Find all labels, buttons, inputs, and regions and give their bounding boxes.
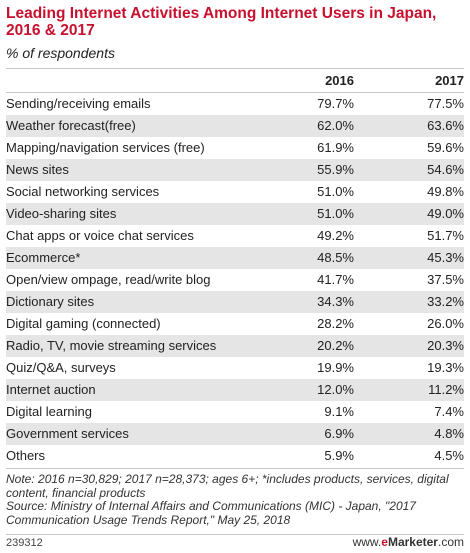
row-label: Digital gaming (connected) [6, 316, 161, 331]
table-bottom-rule [6, 468, 464, 469]
row-value-2016: 55.9% [317, 162, 354, 177]
table-row: Chat apps or voice chat services 49.2% 51.… [6, 225, 464, 247]
row-value-2017: 45.3% [427, 250, 464, 265]
row-value-2016: 51.0% [317, 184, 354, 199]
row-label: Others [6, 448, 46, 463]
row-value-2017: 54.6% [427, 162, 464, 177]
row-label: Ecommerce* [6, 250, 81, 265]
table-row: Social networking services 51.0% 49.8% [6, 181, 464, 203]
row-value-2017: 20.3% [427, 338, 464, 353]
row-value-2017: 26.0% [427, 316, 464, 331]
row-value-2016: 12.0% [317, 382, 354, 397]
chart-id: 239312 [6, 537, 43, 549]
table-header: 2016 2017 [6, 68, 464, 92]
row-value-2016: 28.2% [317, 316, 354, 331]
row-value-2016: 5.9% [324, 448, 354, 463]
row-value-2017: 33.2% [427, 294, 464, 309]
column-header-2017: 2017 [435, 73, 464, 88]
row-label: Digital learning [6, 404, 92, 419]
table-body: Sending/receiving emails 79.7% 77.5% Weathe… [6, 93, 464, 467]
table-row: Open/view ompage, read/write blog 41.7% 37… [6, 269, 464, 291]
row-label: Internet auction [6, 382, 96, 397]
row-value-2016: 79.7% [317, 96, 354, 111]
row-value-2017: 4.5% [434, 448, 464, 463]
chart-subtitle: % of respondents [6, 45, 115, 61]
brand-name: Marketer [387, 535, 438, 549]
row-value-2017: 63.6% [427, 118, 464, 133]
note-text: Note: 2016 n=30,829; 2017 n=28,373; ages… [6, 472, 449, 500]
row-value-2017: 19.3% [427, 360, 464, 375]
table-row: Mapping/navigation services (free) 61.9% 5… [6, 137, 464, 159]
row-value-2016: 6.9% [324, 426, 354, 441]
row-label: News sites [6, 162, 69, 177]
header-top-rule [6, 68, 464, 69]
web-suffix: .com [437, 535, 464, 549]
footer-rule [6, 534, 464, 535]
footer: 239312 www.eMarketer.com [6, 535, 464, 551]
web-prefix: www. [352, 535, 382, 549]
table-row: Dictionary sites 34.3% 33.2% [6, 291, 464, 313]
table-row: Weather forecast(free) 62.0% 63.6% [6, 115, 464, 137]
row-value-2016: 19.9% [317, 360, 354, 375]
row-value-2016: 20.2% [317, 338, 354, 353]
row-value-2016: 62.0% [317, 118, 354, 133]
row-value-2017: 11.2% [428, 382, 464, 397]
table-row: News sites 55.9% 54.6% [6, 159, 464, 181]
row-label: Government services [6, 426, 129, 441]
table-row: Government services 6.9% 4.8% [6, 423, 464, 445]
table-row: Digital gaming (connected) 28.2% 26.0% [6, 313, 464, 335]
table-row: Digital learning 9.1% 7.4% [6, 401, 464, 423]
table-row: Radio, TV, movie streaming services 20.2%… [6, 335, 464, 357]
row-label: Chat apps or voice chat services [6, 228, 194, 243]
row-value-2016: 61.9% [317, 140, 354, 155]
column-header-2016: 2016 [325, 73, 354, 88]
row-value-2017: 37.5% [427, 272, 464, 287]
row-value-2017: 4.8% [434, 426, 464, 441]
row-value-2016: 48.5% [317, 250, 354, 265]
row-label: Dictionary sites [6, 294, 95, 309]
row-label: Sending/receiving emails [6, 96, 151, 111]
row-value-2017: 49.8% [427, 184, 464, 199]
brand-e: e [381, 535, 388, 549]
row-value-2016: 34.3% [317, 294, 354, 309]
row-label: Mapping/navigation services (free) [6, 140, 205, 155]
row-value-2016: 51.0% [317, 206, 354, 221]
row-label: Open/view ompage, read/write blog [6, 272, 211, 287]
table-row: Quiz/Q&A, surveys 19.9% 19.3% [6, 357, 464, 379]
table-row: Ecommerce* 48.5% 45.3% [6, 247, 464, 269]
row-value-2016: 9.1% [324, 404, 354, 419]
row-value-2017: 7.4% [434, 404, 464, 419]
row-value-2016: 49.2% [317, 228, 354, 243]
row-value-2017: 51.7% [427, 228, 464, 243]
row-label: Video-sharing sites [6, 206, 117, 221]
table-row: Others 5.9% 4.5% [6, 445, 464, 467]
row-label: Radio, TV, movie streaming services [6, 338, 217, 353]
table-row: Sending/receiving emails 79.7% 77.5% [6, 93, 464, 115]
row-value-2017: 49.0% [427, 206, 464, 221]
header-bottom-rule [6, 92, 464, 93]
row-label: Social networking services [6, 184, 160, 199]
chart-title: Leading Internet Activities Among Intern… [6, 5, 437, 39]
table-row: Internet auction 12.0% 11.2% [6, 379, 464, 401]
row-value-2017: 77.5% [427, 96, 464, 111]
source-text: Source: Ministry of Internal Affairs and… [6, 499, 416, 527]
notes-block: Note: 2016 n=30,829; 2017 n=28,373; ages… [6, 472, 466, 527]
row-label: Weather forecast(free) [6, 118, 136, 133]
row-value-2016: 41.7% [317, 272, 354, 287]
emarketer-link[interactable]: www.eMarketer.com [353, 535, 464, 549]
row-value-2017: 59.6% [427, 140, 464, 155]
row-label: Quiz/Q&A, surveys [6, 360, 116, 375]
table-row: Video-sharing sites 51.0% 49.0% [6, 203, 464, 225]
